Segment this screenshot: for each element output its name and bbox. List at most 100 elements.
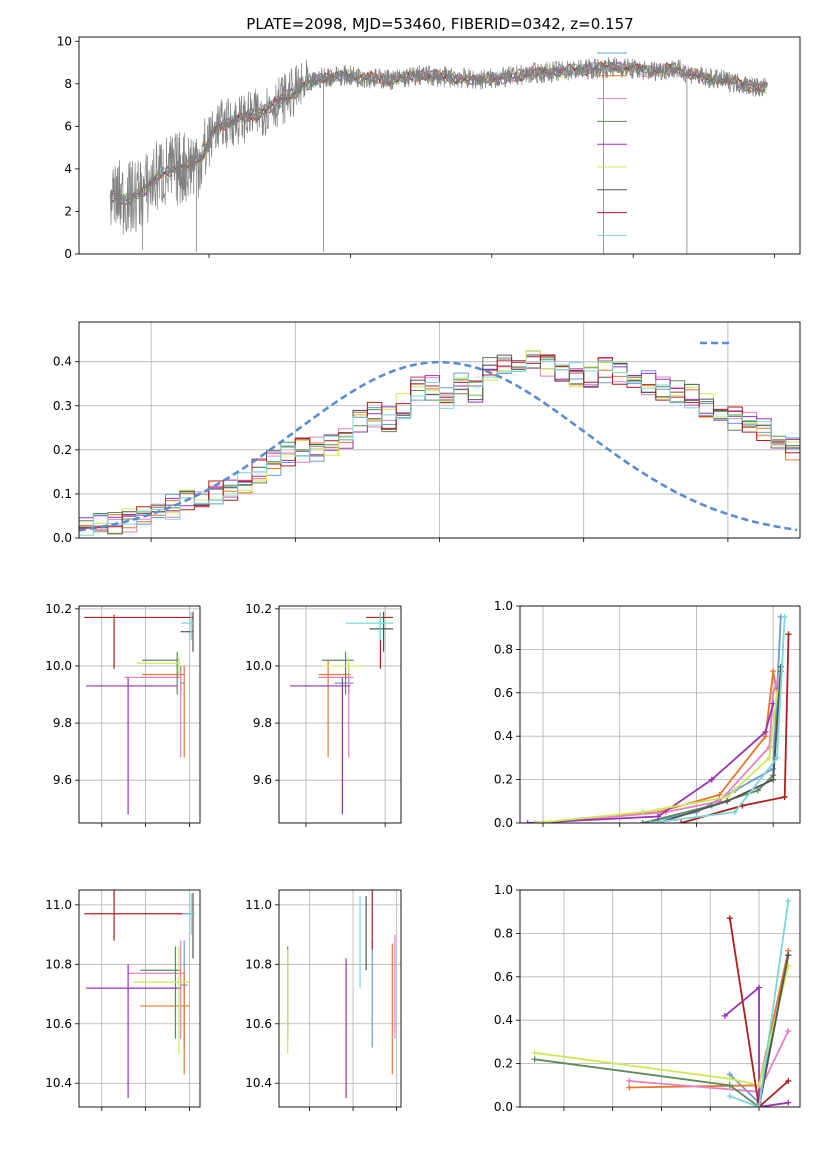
y-tick-label: 0.1 [53, 487, 72, 501]
mass-weight-line [642, 616, 782, 823]
y-tick-label: 10.4 [45, 1076, 72, 1090]
plot-area [520, 889, 800, 1108]
data-point-marker [781, 793, 788, 800]
data-point-marker [655, 813, 662, 820]
data-point-marker [766, 754, 773, 761]
age-vs-mass-panel: 9.6 9.8 10.0 10.2 [245, 602, 402, 827]
mass-weight-line [657, 666, 782, 823]
series-group [287, 890, 396, 1099]
series-group [290, 611, 394, 815]
y-tick-label: 0.3 [53, 399, 72, 413]
series-group [109, 57, 768, 254]
legend [597, 52, 627, 236]
data-point-marker [639, 820, 646, 823]
mass-weight-line [535, 670, 778, 823]
y-tick-label: 10.2 [45, 602, 72, 616]
data-point-marker [726, 1075, 733, 1082]
data-point-marker [781, 613, 788, 620]
axes-frame [278, 605, 402, 824]
data-point-marker [756, 984, 763, 991]
plot-area [79, 890, 200, 1107]
y-tick-label: 0.8 [494, 642, 513, 656]
plot-area [279, 890, 401, 1107]
y-tick-label: 0.2 [494, 773, 513, 787]
histogram-step [79, 354, 800, 538]
data-point-marker [756, 1104, 763, 1107]
axes-frame [78, 605, 201, 824]
data-point-marker [716, 791, 723, 798]
data-point-marker [524, 820, 531, 823]
y-tick-label: 8 [64, 77, 72, 91]
y-tick-label: 9.8 [53, 716, 72, 730]
y-tick-label: 10.4 [245, 1076, 272, 1090]
mass-weight-vs-age-panel: 0.0 0.2 0.4 0.6 0.8 1.0 [494, 599, 801, 830]
mass-weight-vs-metallicity-panel: 0.0 0.2 0.4 0.6 0.8 1.0 [494, 883, 801, 1114]
series-group [84, 611, 194, 815]
y-tick-label: 0.0 [494, 1100, 513, 1114]
data-point-marker [726, 1093, 733, 1100]
axes-frame [519, 889, 801, 1108]
y-tick-label: 0.0 [53, 531, 72, 545]
data-point-marker [770, 776, 777, 783]
data-point-marker [726, 1082, 733, 1089]
data-point-marker [532, 820, 539, 823]
y-tick-label: 4 [64, 162, 72, 176]
series-group [79, 350, 800, 538]
series-group [524, 613, 792, 823]
data-point-marker [647, 820, 654, 823]
y-tick-label: 10.0 [245, 659, 272, 673]
data-point-marker [731, 809, 738, 816]
axes-frame [278, 889, 402, 1108]
y-tick-label: 0.6 [494, 686, 513, 700]
y-tick-label: 9.6 [53, 773, 72, 787]
series-group [531, 897, 792, 1107]
mass-weight-line [758, 954, 790, 1107]
data-point-marker [721, 1012, 728, 1019]
y-tick-label: 0.0 [494, 816, 513, 830]
y-tick-label: 10.6 [45, 1017, 72, 1031]
y-tick-label: 10 [57, 34, 72, 48]
mass-weight-line [534, 965, 790, 1087]
data-point-marker [785, 1077, 792, 1084]
series-group [84, 890, 195, 1099]
axes-frame [519, 605, 801, 824]
data-point-marker [785, 1099, 792, 1106]
y-tick-label: 10.8 [45, 957, 72, 971]
y-tick-label: 11.0 [245, 898, 272, 912]
y-tick-label: 0.8 [494, 926, 513, 940]
data-point-marker [678, 820, 685, 823]
y-tick-label: 10.8 [245, 957, 272, 971]
mass-vs-ebv-panel: 10.4 10.6 10.8 11.0 [245, 889, 402, 1111]
y-tick-label: 10.6 [245, 1017, 272, 1031]
histogram-step [79, 355, 800, 538]
figure-title: PLATE=2098, MJD=53460, FIBERID=0342, z=0… [246, 15, 633, 33]
mass-weight-line [542, 681, 778, 823]
y-tick-label: 0 [64, 247, 72, 261]
mass-weight-line [650, 616, 786, 823]
data-point-marker [726, 915, 733, 922]
data-point-marker [754, 787, 761, 794]
data-point-marker [756, 1082, 763, 1089]
data-point-marker [785, 1028, 792, 1035]
data-point-marker [785, 631, 792, 638]
plot-area [279, 606, 401, 823]
data-point-marker [639, 809, 646, 816]
spectrum-panel: 0 2 4 6 8 10 [57, 34, 801, 261]
y-tick-label: 0.4 [53, 355, 72, 369]
y-tick-label: 6 [64, 119, 72, 133]
mass-weight-line [728, 918, 789, 1107]
y-tick-label: 0.2 [53, 443, 72, 457]
axes-frame [78, 889, 201, 1108]
y-tick-label: 1.0 [494, 883, 513, 897]
histogram-step [79, 360, 800, 538]
mass-weight-line [729, 900, 790, 1107]
y-tick-label: 10.0 [45, 659, 72, 673]
data-point-marker [708, 776, 715, 783]
y-tick-label: 10.2 [245, 602, 272, 616]
axes-frame [78, 36, 801, 255]
histogram-step [79, 354, 800, 538]
histogram-step [79, 358, 800, 538]
axes-frame [78, 321, 801, 539]
mass-vs-metallicity-panel: 10.4 10.6 10.8 11.0 [45, 889, 201, 1111]
